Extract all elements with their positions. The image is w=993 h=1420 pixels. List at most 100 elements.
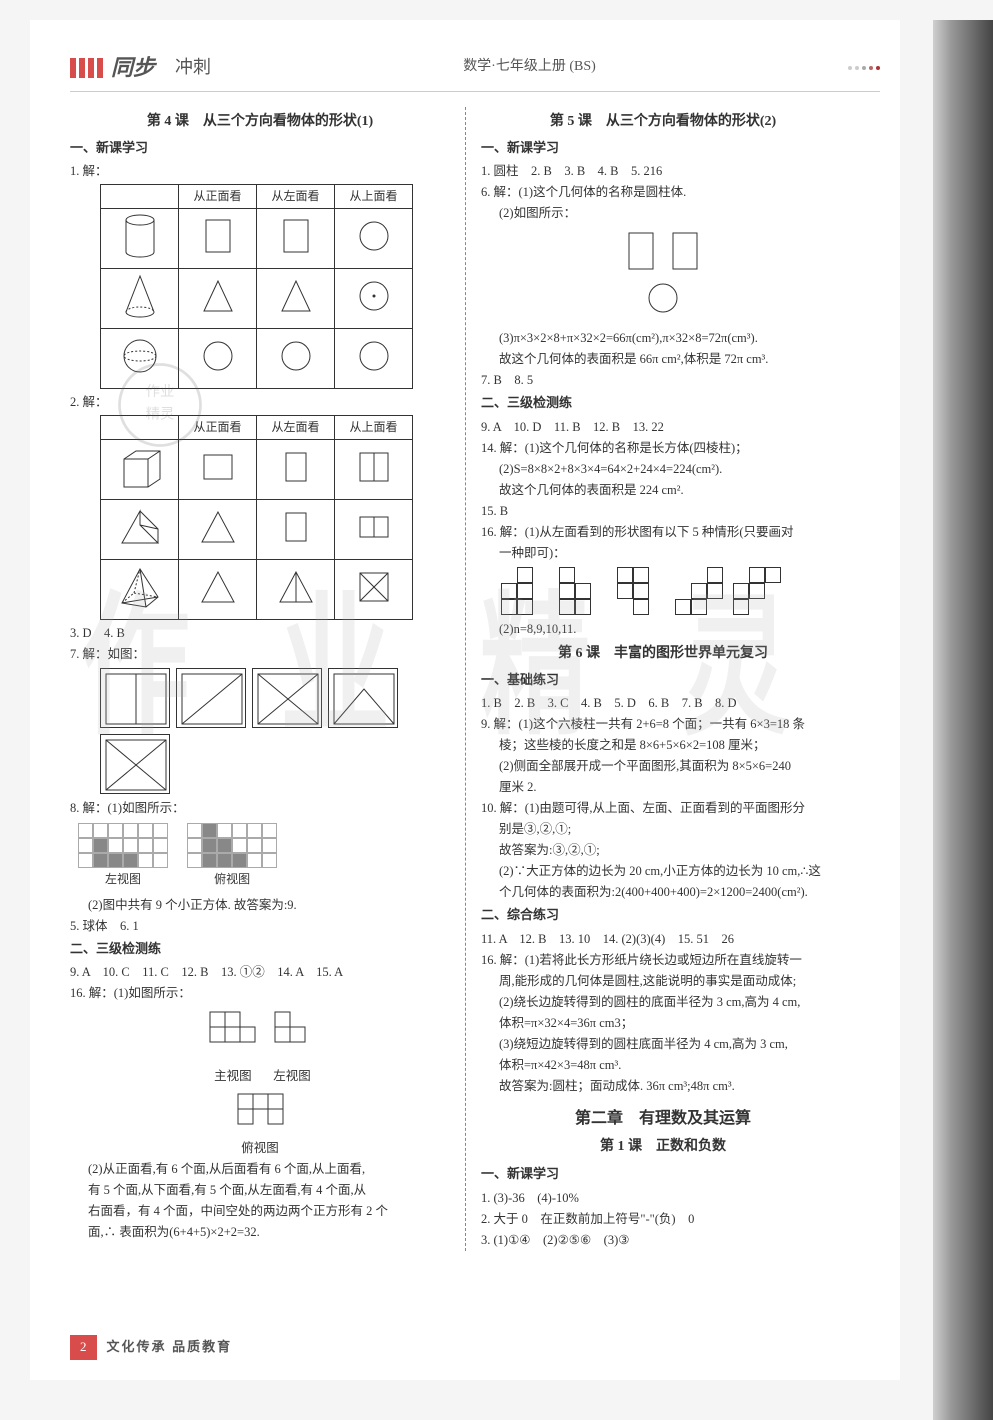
cyl-top [335,209,413,269]
right-column: 第 5 课 从三个方向看物体的形状(2) 一、新课学习 1. 圆柱 2. B 3… [465,107,860,1251]
r-q16-6b: 周,能形成的几何体是圆柱,这能说明的事实是面动成体; [481,971,845,991]
r-q16-6e: (3)绕短边旋转得到的圆柱底面半径为 4 cm,高为 3 cm, [481,1034,845,1054]
header-logo-main: 同步 [111,50,155,85]
cub-left [257,440,335,500]
r-q16-6c: (2)绕长边旋转得到的圆柱的底面半径为 3 cm,高为 4 cm, [481,992,845,1012]
q8-figures: 左视图 俯视图 [70,819,450,893]
q16-a: (2)从正面看,有 6 个面,从后面看有 6 个面,从上面看, [70,1159,450,1179]
section-test-left: 二、三级检测练 [70,939,450,960]
sphere-icon [120,332,160,380]
r-q10d: (2)∵大正方体的边长为 20 cm,小正方体的边长为 10 cm,∴这 [481,861,845,881]
r-q16-6a: 16. 解：(1)若将此长方形纸片绕长边或短边所在直线旋转一 [481,950,845,970]
page-number: 2 [70,1335,97,1360]
page-footer: 2 文化传承 品质教育 [70,1335,232,1360]
cylinder-views [481,229,845,322]
lesson5-title: 第 5 课 从三个方向看物体的形状(2) [481,111,845,133]
q8-label: 8. 解：(1)如图所示： [70,798,450,818]
left-l1: 9. A 10. C 11. C 12. B 13. ①② 14. A 15. … [70,962,450,982]
q16-label: 16. 解：(1)如图所示： [70,983,450,1003]
tetro-3 [617,567,665,615]
tetro-2 [559,567,607,615]
scan-edge [933,20,993,1420]
cone-icon [120,272,160,320]
q7-fig2 [176,668,246,728]
r-l1: 1. 圆柱 2. B 3. B 4. B 5. 216 [481,161,845,181]
col-left-2: 从左面看 [257,416,335,440]
r-sec4: 二、综合练习 [481,905,845,926]
cub-front [179,440,257,500]
cyl-view-top [643,280,683,316]
tetro-4 [675,567,723,615]
q8-lbl-left: 左视图 [78,870,168,889]
q7-fig1 [100,668,170,728]
q16-left-view [270,1007,315,1057]
r-q6b: (2)如图所示： [481,203,845,223]
header-decor-bars [70,58,103,78]
tri-left [257,500,335,560]
r-q6d: 故这个几何体的表面积是 66π cm²,体积是 72π cm³. [481,349,845,369]
col-top-2: 从上面看 [335,416,413,440]
ch2-1: 1. (3)-36 (4)-10% [481,1188,845,1208]
r-q16-6g: 故答案为:圆柱；面动成体. 36π cm³;48π cm³. [481,1076,845,1096]
r-q16-6d: 体积=π×32×4=36π cm3； [481,1013,845,1033]
cone-front [179,269,257,329]
r-l3: 9. A 10. D 11. B 12. B 13. 22 [481,417,845,437]
cyl-left [257,209,335,269]
page-header: 同步 冲刺 数学·七年级上册 (BS) [70,50,880,92]
r-sec1: 一、新课学习 [481,138,845,159]
chapter2-title: 第二章 有理数及其运算 [481,1106,845,1132]
col-left: 从左面看 [257,185,335,209]
sph-front [179,329,257,389]
cyl-view-front [621,229,661,274]
tri-front [179,500,257,560]
solid-cone [101,269,179,329]
col-front-2: 从正面看 [179,416,257,440]
cyl-front [179,209,257,269]
q16-b: 有 5 个面,从下面看,有 5 个面,从左面看,有 4 个面,从 [70,1180,450,1200]
ch2-sec1: 一、新课学习 [481,1164,845,1185]
q2-label: 2. 解： [70,392,450,412]
ch2-3: 3. (1)①④ (2)②⑤⑥ (3)③ [481,1230,845,1250]
solid-cylinder [101,209,179,269]
q7-fig3 [252,668,322,728]
q5-6: 5. 球体 6. 1 [70,916,450,936]
cyl-view-side [665,229,705,274]
r-l2: 7. B 8. 5 [481,370,845,390]
tetromino-shapes [501,567,845,615]
r-l6-1: 1. B 2. B 3. C 4. B 5. D 6. B 7. B 8. D [481,693,845,713]
q1-label: 1. 解： [70,161,450,181]
section-new-lesson: 一、新课学习 [70,138,450,159]
r-q16c: (2)n=8,9,10,11. [481,619,845,639]
r-q9c: (2)侧面全部展开成一个平面图形,其面积为 8×5×6=240 [481,756,845,776]
tri-top [335,500,413,560]
q16-lbl-top: 俯视图 [230,1138,291,1158]
cone-top [335,269,413,329]
q16-views: 主视图 左视图 俯视图 [70,1004,450,1158]
q7-figures [100,668,450,794]
q7-fig5 [100,734,170,794]
cylinder-icon [120,212,160,260]
lesson4-title: 第 4 课 从三个方向看物体的形状(1) [70,111,450,133]
two-column-layout: 第 4 课 从三个方向看物体的形状(1) 一、新课学习 1. 解： 从正面看从左… [70,107,880,1251]
ch2-lesson1-title: 第 1 课 正数和负数 [481,1136,845,1158]
r-sec2: 二、三级检测练 [481,393,845,414]
q16-lbl-main: 主视图 [202,1066,263,1086]
r-q10c: 故答案为:③,②,①; [481,840,845,860]
header-decor-dots [848,66,880,70]
q16-top-view [233,1089,288,1129]
left-column: 第 4 课 从三个方向看物体的形状(1) 一、新课学习 1. 解： 从正面看从左… [70,107,465,1251]
q16-main-view [205,1007,260,1057]
sph-left [257,329,335,389]
cub-top [335,440,413,500]
r-q14b: (2)S=8×8×2+8×3×4=64×2+24×4=224(cm²). [481,459,845,479]
ch2-2: 2. 大于 0 在正数前加上符号"-"(负) 0 [481,1209,845,1229]
q7-label: 7. 解：如图： [70,644,450,664]
tetro-5 [733,567,781,615]
pyr-top [335,560,413,620]
r-q6a: 6. 解：(1)这个几何体的名称是圆柱体. [481,182,845,202]
r-q16-6f: 体积=π×42×3=48π cm³. [481,1055,845,1075]
solid-tri-prism [101,500,179,560]
q8-top-view: 俯视图 [187,823,277,889]
r-q9d: 厘米 2. [481,777,845,797]
solid-pyramid [101,560,179,620]
